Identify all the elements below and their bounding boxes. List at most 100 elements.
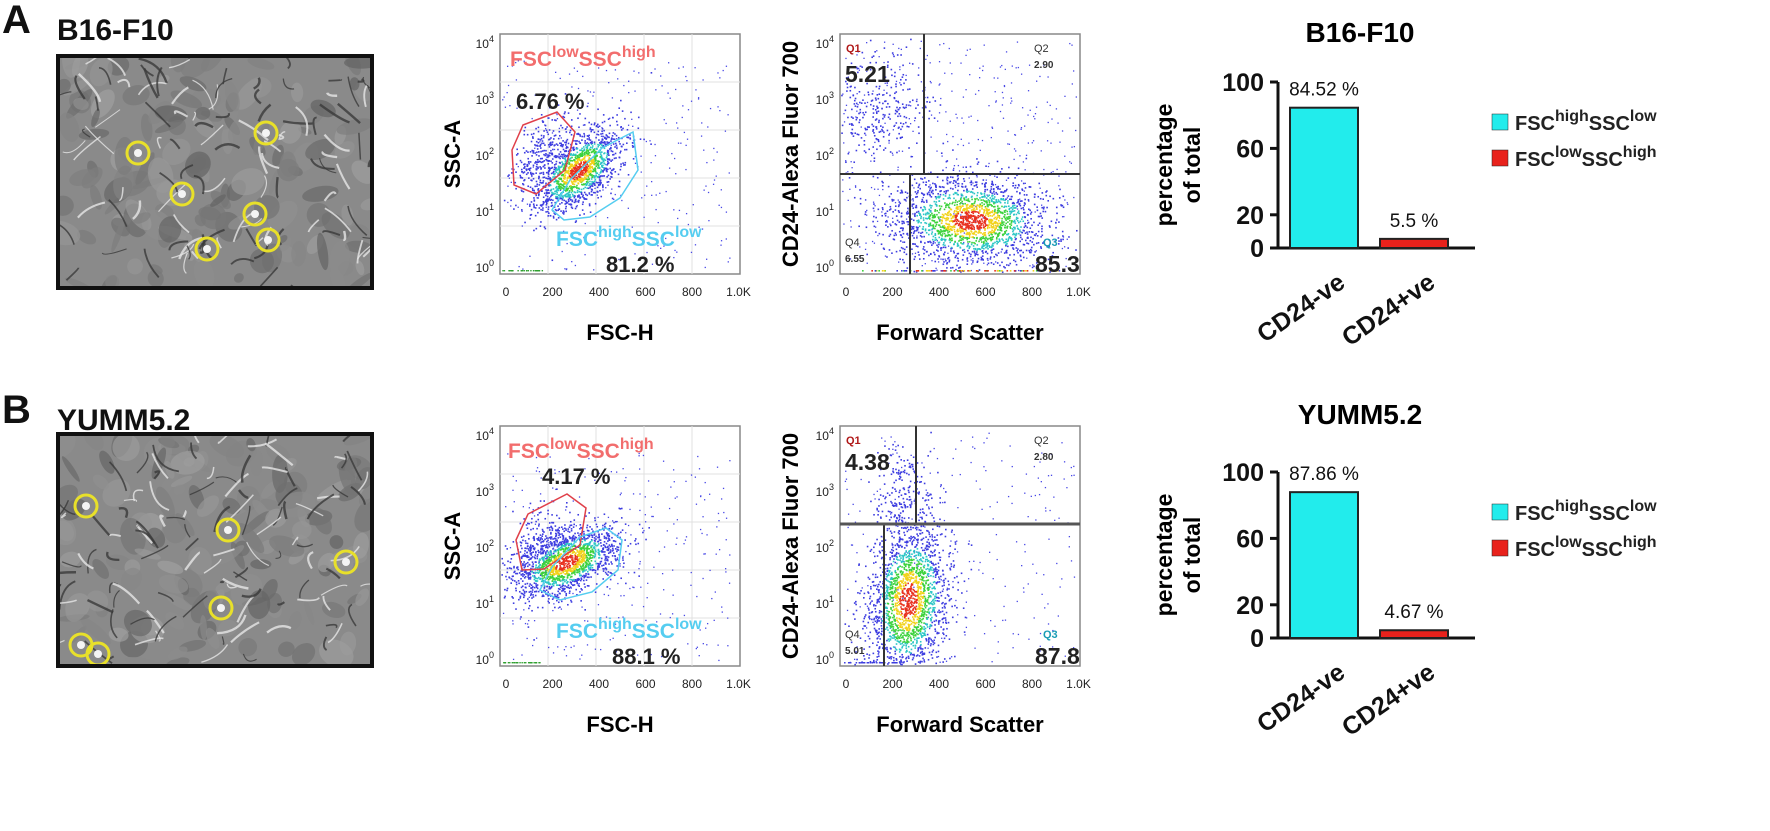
x-tick-label: 600 <box>975 285 995 299</box>
gate-plot: FSClowSSChigh 4.17 % FSChighSSClow 88.1 … <box>440 425 751 737</box>
y-tick-label: 102 <box>816 538 834 555</box>
x-axis-title: FSC-H <box>586 320 653 345</box>
bar <box>1289 106 1359 250</box>
y-tick-label: 103 <box>476 90 494 107</box>
y-tick-label: 101 <box>476 202 494 219</box>
cell-marker-circle <box>208 595 234 621</box>
gate-high-label: FSChighSSClow <box>556 224 702 251</box>
bar <box>1379 629 1449 640</box>
y-tick-label: 103 <box>476 482 494 499</box>
y-tick-label: 103 <box>816 482 834 499</box>
q2-label: Q2 <box>1034 43 1049 55</box>
q3-label: Q3 <box>1043 629 1058 641</box>
y-tick-labels: 104 103 102 101 100 <box>476 34 494 275</box>
cell-marker-circle <box>215 517 241 543</box>
gate-plot-frame <box>499 33 741 275</box>
legend: FSChighSSClow FSClowSSChigh <box>1491 498 1657 561</box>
q1-label: Q1 <box>846 435 861 447</box>
x-axis-title: Forward Scatter <box>876 712 1044 737</box>
q2-value: 2.80 <box>1034 452 1054 463</box>
micrograph <box>56 54 374 290</box>
x-tick-label: 1.0K <box>726 677 751 691</box>
bar <box>1289 491 1359 639</box>
x-tick-label: 400 <box>929 677 949 691</box>
y-tick-label: 100 <box>1222 459 1264 487</box>
legend-label-high: FSChighSSClow <box>1515 498 1657 525</box>
y-axis-title: CD24-Alexa Fluor 700 <box>778 433 803 659</box>
cell-marker-circle <box>73 493 99 519</box>
x-tick-label: 400 <box>929 285 949 299</box>
gate-low-percent: 6.76 % <box>516 89 585 114</box>
x-category-label: CD24+ve <box>1337 658 1440 742</box>
q1-label: Q1 <box>846 43 861 55</box>
x-category-label: CD24-ve <box>1252 268 1350 348</box>
panel-label: A <box>2 0 31 42</box>
y-tick-label: 102 <box>476 538 494 555</box>
bars: 100 60 20 0 84.52 % CD24-ve 5.5 % CD24+ve <box>1222 69 1475 352</box>
y-tick-label: 100 <box>1222 69 1264 97</box>
legend-swatch-low <box>1491 539 1509 557</box>
quadrant-plot: Q1 4.38 Q2 2.80 Q3 87.8 Q4 5.01 10410310… <box>778 425 1091 737</box>
q4-label: Q4 <box>845 629 860 641</box>
x-tick-label: 200 <box>542 285 562 299</box>
gate-low-polygon <box>515 493 587 571</box>
quad-plot-frame <box>839 425 1081 667</box>
gate-plot: FSClowSSChigh 6.76 % FSChighSSClow 81.2 … <box>440 33 751 345</box>
legend-swatch-high <box>1491 113 1509 131</box>
x-tick-label: 0 <box>843 677 850 691</box>
y-tick-label: 0 <box>1250 625 1264 653</box>
x-tick-label: 800 <box>682 677 702 691</box>
gate-plot-grid <box>500 34 740 274</box>
y-tick-label: 104 <box>816 426 834 443</box>
y-axis-title-line2: of total <box>1179 127 1205 204</box>
bar-chart-title: YUMM5.2 <box>1298 399 1422 430</box>
x-axis-title: Forward Scatter <box>876 320 1044 345</box>
gate-plot-events <box>502 60 731 272</box>
y-tick-label: 104 <box>816 34 834 51</box>
micrograph-image <box>60 436 370 664</box>
gate-high-polygon <box>551 130 639 221</box>
x-tick-label: 600 <box>975 677 995 691</box>
x-tick-labels: 0 200 400 600 800 1.0K <box>843 285 1091 299</box>
y-tick-label: 101 <box>476 594 494 611</box>
y-tick-label: 100 <box>816 650 834 667</box>
legend-label-low: FSClowSSChigh <box>1515 534 1657 561</box>
y-tick-label: 103 <box>816 90 834 107</box>
bars: 100 60 20 0 87.86 % CD24-ve 4.67 % CD24+ve <box>1222 459 1475 742</box>
q3-value: 87.8 <box>1035 643 1080 669</box>
gate-high-percent: 81.2 % <box>606 252 675 277</box>
y-axis-title: SSC-A <box>440 120 465 189</box>
x-tick-label: 1.0K <box>726 285 751 299</box>
x-tick-label: 1.0K <box>1066 285 1091 299</box>
q2-value: 2.90 <box>1034 60 1054 71</box>
gate-low-label: FSClowSSChigh <box>510 44 656 71</box>
x-tick-label: 200 <box>882 677 902 691</box>
cell-line-name: YUMM5.2 <box>57 404 191 437</box>
y-axis-title-line1: percentage <box>1151 104 1177 227</box>
y-tick-label: 102 <box>476 146 494 163</box>
y-tick-label: 20 <box>1236 202 1264 230</box>
y-axis-title-line2: of total <box>1179 517 1205 594</box>
q1-value: 5.21 <box>845 61 890 87</box>
x-tick-label: 200 <box>882 285 902 299</box>
bar <box>1379 237 1449 249</box>
x-tick-labels: 0 200 400 600 800 1.0K <box>503 677 751 691</box>
y-tick-label: 104 <box>476 34 494 51</box>
legend-swatch-low <box>1491 149 1509 167</box>
y-axis-title: CD24-Alexa Fluor 700 <box>778 41 803 267</box>
cell-marker-circle <box>85 641 111 664</box>
y-tick-labels: 104 103 102 101 100 <box>476 426 494 667</box>
x-tick-label: 0 <box>843 285 850 299</box>
gate-plot-events <box>501 452 731 664</box>
x-tick-label: 200 <box>542 677 562 691</box>
gate-low-percent: 4.17 % <box>542 464 611 489</box>
panel-b: B YUMM5.2 FSClowSSChigh 4.17 % FSChighSS… <box>0 388 1770 805</box>
bar-chart-title: B16-F10 <box>1306 17 1415 48</box>
y-tick-label: 100 <box>816 258 834 275</box>
y-axis-title: SSC-A <box>440 512 465 581</box>
y-axis-title-line1: percentage <box>1151 494 1177 617</box>
q4-value: 6.55 <box>845 254 865 265</box>
panel-label: B <box>2 388 31 432</box>
quad-plot-events <box>844 431 1076 666</box>
gate-plot-grid <box>500 426 740 666</box>
